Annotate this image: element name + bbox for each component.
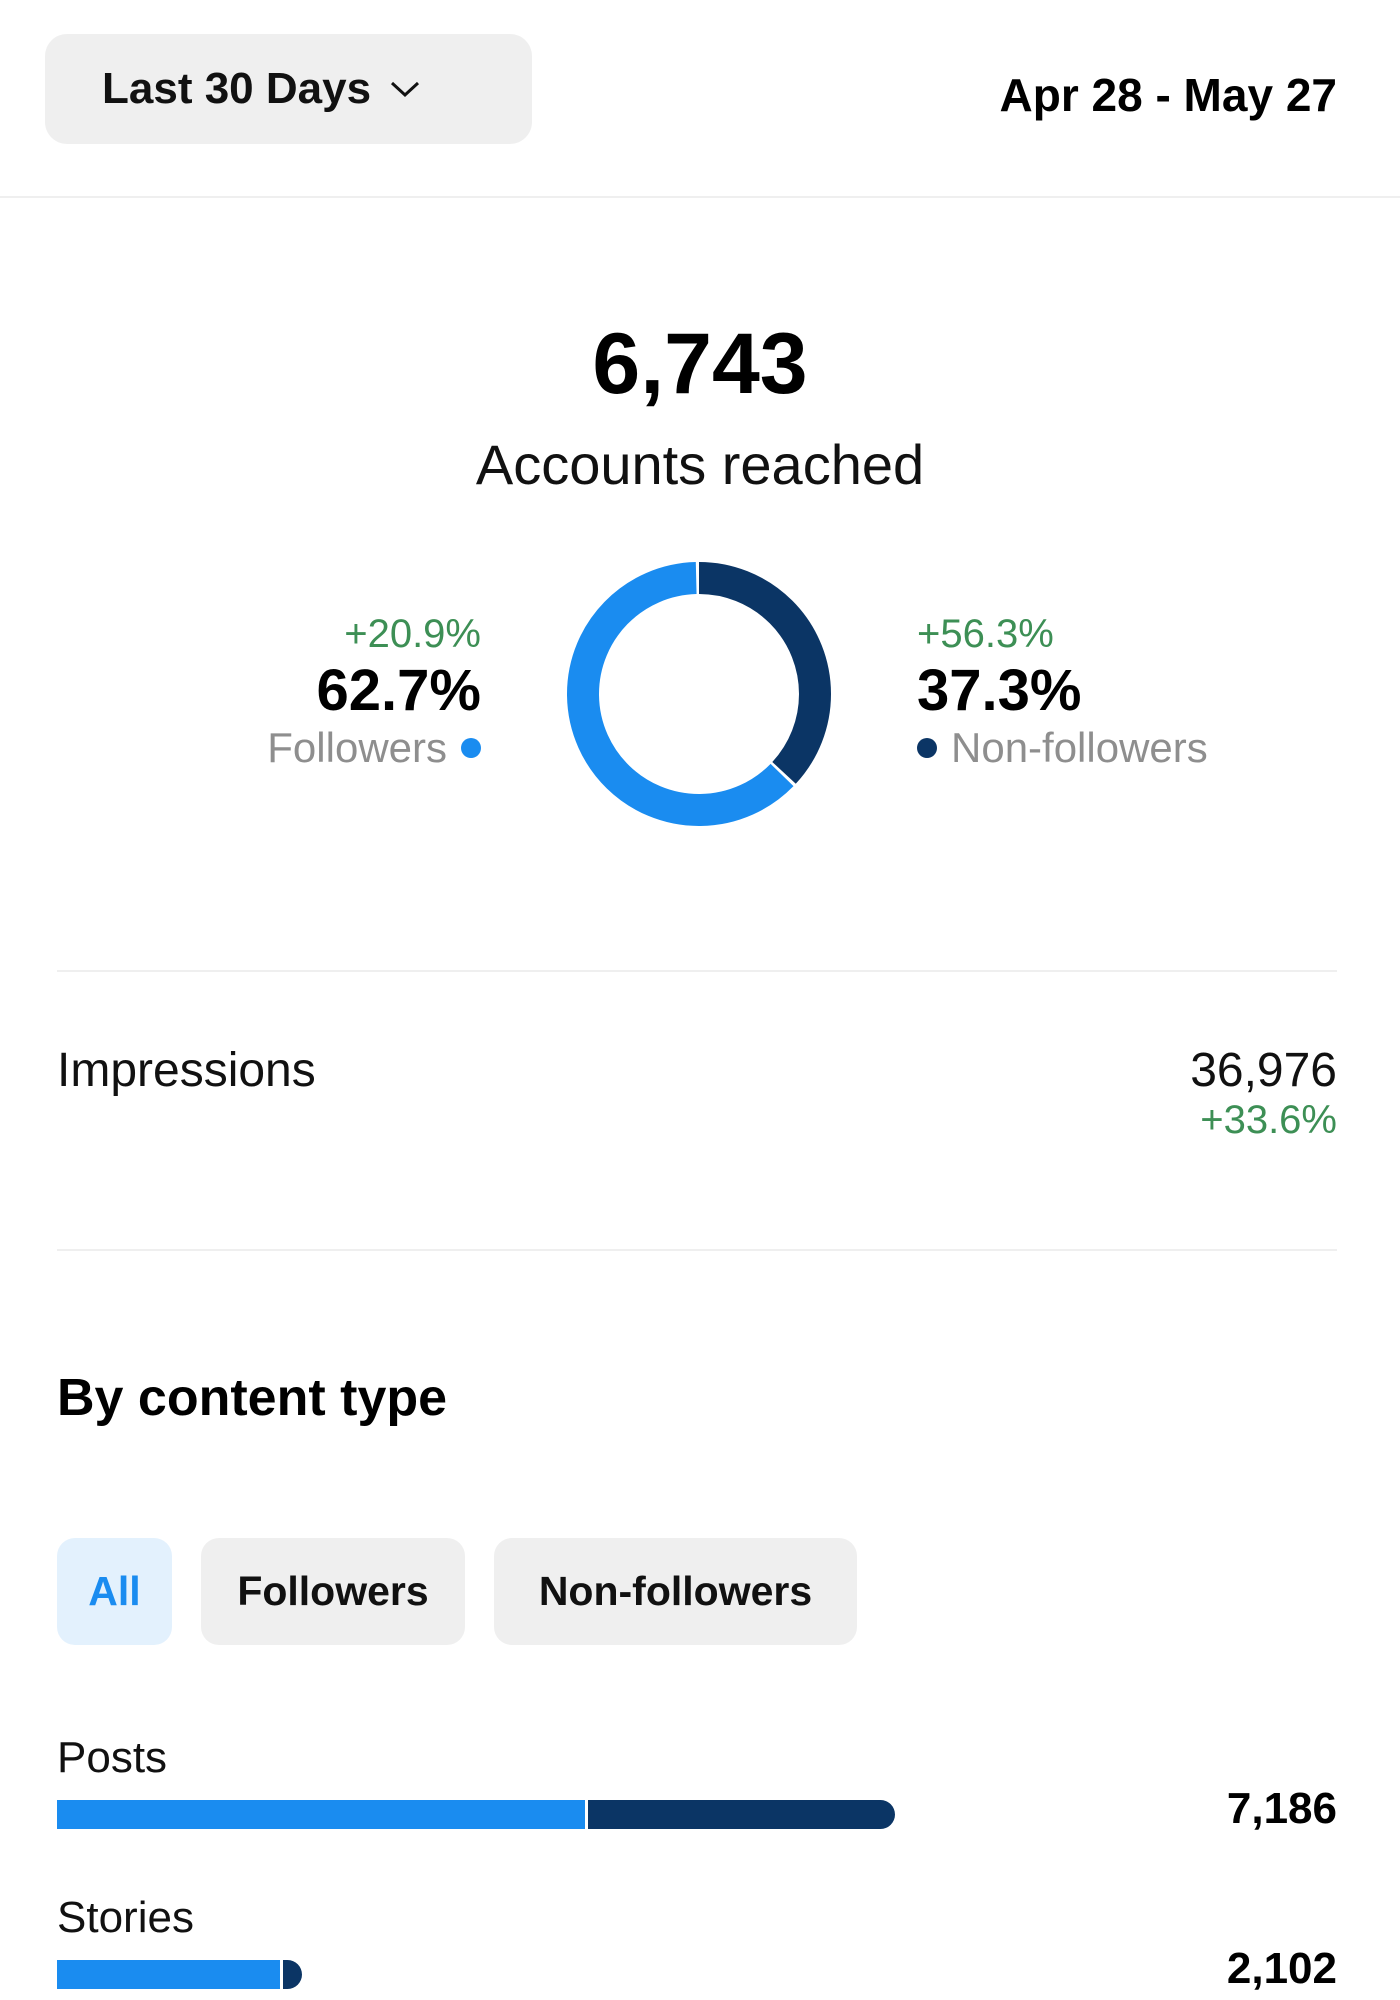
filter-chip-all[interactable]: All — [57, 1538, 172, 1645]
non-followers-label: Non-followers — [951, 724, 1208, 771]
stories-value: 2,102 — [1226, 1944, 1337, 1993]
non-followers-percent: 37.3% — [917, 658, 1082, 723]
posts-bar — [57, 1800, 895, 1829]
chevron-down-icon — [391, 81, 420, 98]
accounts-reached-label: Accounts reached — [475, 433, 925, 496]
posts-non-followers-segment — [587, 1800, 895, 1829]
followers-stat: +20.9% 62.7% Followers — [267, 612, 481, 772]
filter-chip-non-followers[interactable]: Non-followers — [494, 1538, 857, 1645]
divider — [57, 970, 1337, 972]
posts-label: Posts — [57, 1733, 168, 1782]
content-type-title: By content type — [57, 1369, 448, 1427]
non-followers-dot-icon — [917, 738, 937, 758]
followers-percent: 62.7% — [316, 658, 481, 723]
followers-change: +20.9% — [344, 612, 481, 656]
impressions-stat: 36,976 +33.6% — [1190, 1043, 1337, 1143]
posts-followers-segment — [57, 1800, 585, 1829]
followers-dot-icon — [461, 738, 481, 758]
non-followers-change: +56.3% — [917, 612, 1054, 656]
donut-segment-followers — [567, 562, 831, 826]
stories-followers-segment — [57, 1960, 281, 1989]
impressions-value: 36,976 — [1190, 1044, 1337, 1097]
posts-value: 7,186 — [1226, 1784, 1337, 1833]
date-range-dropdown[interactable]: Last 30 Days — [45, 34, 532, 144]
reach-donut-chart — [567, 562, 831, 826]
filter-chip-followers[interactable]: Followers — [201, 1538, 465, 1645]
impressions-change: +33.6% — [1200, 1098, 1337, 1142]
date-range-label: Last 30 Days — [102, 64, 372, 113]
non-followers-stat: +56.3% 37.3% Non-followers — [917, 612, 1208, 772]
stories-label: Stories — [57, 1893, 194, 1942]
donut-segment-non-followers — [567, 562, 831, 826]
stories-bar — [57, 1960, 303, 1989]
stories-non-followers-segment — [283, 1960, 303, 1989]
followers-label: Followers — [267, 724, 447, 771]
divider — [57, 1249, 1337, 1251]
accounts-reached-value: 6,743 — [592, 316, 808, 412]
date-range-text: Apr 28 - May 27 — [999, 69, 1337, 121]
divider — [0, 196, 1400, 198]
impressions-label: Impressions — [57, 1044, 316, 1097]
